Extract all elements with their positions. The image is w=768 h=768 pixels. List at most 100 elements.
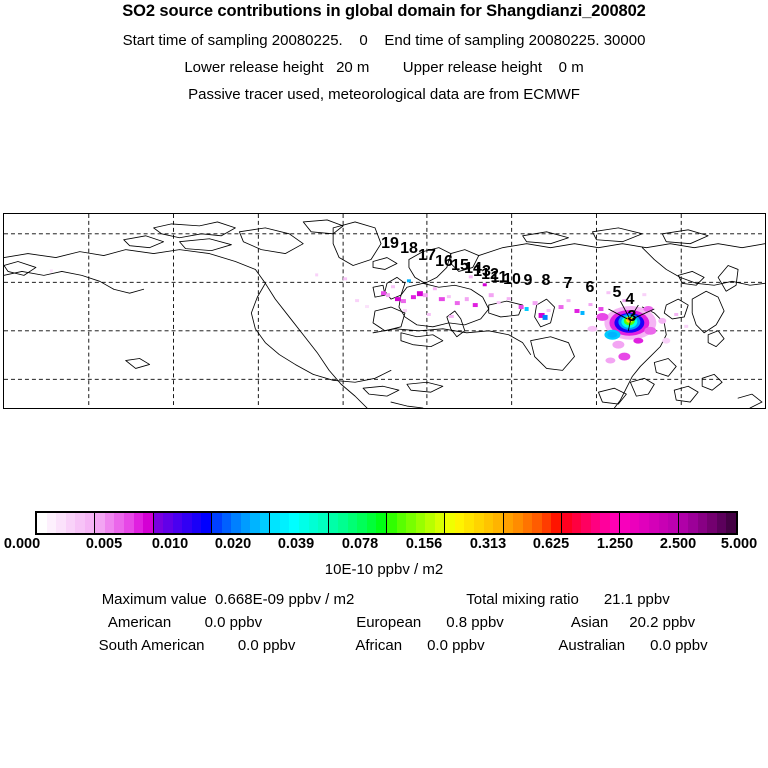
colorbar-cell <box>396 513 407 533</box>
colorbar-tick-2: 0.010 <box>151 536 189 552</box>
stats-row-maximum: Maximum value 0.668E-09 ppbv / m2 Total m… <box>0 591 768 614</box>
colorbar-segment-5 <box>328 513 387 533</box>
colorbar-cell <box>716 513 727 533</box>
colorbar-cell <box>454 513 465 533</box>
colorbar-cell <box>289 513 299 533</box>
colorbar-cell <box>376 513 387 533</box>
colorbar-cell <box>678 513 689 533</box>
trajectory-label-9: 9 <box>523 272 533 289</box>
colorbar-cell <box>600 513 610 533</box>
colorbar-tick-9: 1.250 <box>596 536 634 552</box>
colorbar-segment-3 <box>211 513 271 533</box>
trajectory-label-14: 14 <box>464 260 482 277</box>
plume-europe <box>49 269 478 318</box>
colorbar-cell <box>84 513 95 533</box>
colorbar-cell <box>347 513 358 533</box>
graticule <box>4 214 765 408</box>
colorbar-cell <box>561 513 572 533</box>
stats-cell: Maximum value 0.668E-09 ppbv / m2 <box>101 591 355 608</box>
colorbar-cell <box>503 513 514 533</box>
colorbar-cell <box>648 513 659 533</box>
colorbar-cell <box>279 513 290 533</box>
colorbar-cell <box>65 513 76 533</box>
coastlines <box>4 219 765 408</box>
colorbar-cell <box>75 513 85 533</box>
colorbar-cell <box>386 513 397 533</box>
colorbar-cell <box>609 513 620 533</box>
colorbar-cell <box>697 513 708 533</box>
trajectory-lines <box>608 300 655 331</box>
colorbar-cell <box>172 513 183 533</box>
colorbar-cell <box>639 513 649 533</box>
colorbar-cell <box>259 513 270 533</box>
statistics-footer: Maximum value 0.668E-09 ppbv / m2 Total m… <box>0 591 768 660</box>
colorbar-cell <box>483 513 494 533</box>
colorbar-cell <box>328 513 339 533</box>
colorbar-cell <box>688 513 698 533</box>
plume-asia-corridor <box>468 275 647 320</box>
colorbar-tick-1: 0.005 <box>85 536 123 552</box>
colorbar-cell <box>124 513 134 533</box>
colorbar-cell <box>415 513 426 533</box>
colorbar-cell <box>95 513 105 533</box>
colorbar-cell <box>211 513 222 533</box>
colorbar-tick-8: 0.625 <box>532 536 570 552</box>
colorbar-cell <box>629 513 640 533</box>
colorbar-segment-8 <box>503 513 562 533</box>
colorbar-cell <box>445 513 455 533</box>
plume-hotspot <box>587 306 689 364</box>
stats-cell: Asian 20.2 ppbv <box>570 614 696 631</box>
colorbar-tick-7: 0.313 <box>469 536 507 552</box>
trajectory-label-10: 10 <box>503 271 521 288</box>
page-title: SO2 source contributions in global domai… <box>122 2 646 20</box>
colorbar-cell <box>338 513 348 533</box>
trajectory-label-3: 3 <box>627 308 637 325</box>
tracer-info-line: Passive tracer used, meteorological data… <box>188 86 580 103</box>
colorbar-cell <box>406 513 416 533</box>
colorbar-segment-10 <box>620 513 679 533</box>
colorbar-cell <box>250 513 260 533</box>
stats-row-regions-2: South American 0.0 ppbv African 0.0 ppbv A… <box>0 637 768 660</box>
colorbar-cell <box>318 513 328 533</box>
colorbar-cell <box>620 513 630 533</box>
colorbar-cell <box>658 513 669 533</box>
trajectory-label-8: 8 <box>541 272 551 289</box>
colorbar-segment-2 <box>153 513 212 533</box>
colorbar-cell <box>726 513 736 533</box>
stats-cell: American 0.0 ppbv <box>107 614 263 631</box>
stats-cell: African 0.0 ppbv <box>355 637 485 654</box>
colorbar-cell <box>191 513 202 533</box>
colorbar-tick-10: 2.500 <box>659 536 697 552</box>
colorbar-segment-0 <box>37 513 96 533</box>
stats-cell: Total mixing ratio 21.1 ppbv <box>466 591 670 608</box>
stats-cell: South American 0.0 ppbv <box>98 637 296 654</box>
colorbar-cell <box>133 513 144 533</box>
colorbar-cell <box>182 513 192 533</box>
trajectory-label-11: 11 <box>490 269 508 286</box>
stats-cell: Australian 0.0 ppbv <box>558 637 708 654</box>
trajectory-label-4: 4 <box>625 291 635 308</box>
colorbar-tick-4: 0.039 <box>277 536 315 552</box>
colorbar-cell <box>513 513 523 533</box>
colorbar-cell <box>425 513 435 533</box>
colorbar-cell <box>366 513 377 533</box>
colorbar-cell <box>522 513 533 533</box>
colorbar-cell <box>153 513 164 533</box>
colorbar-cell <box>357 513 367 533</box>
colorbar-cell <box>46 513 57 533</box>
stats-cell: European 0.8 ppbv <box>356 614 504 631</box>
colorbar-cell <box>308 513 319 533</box>
colorbar-cell <box>668 513 678 533</box>
sampling-times-line: Start time of sampling 20080225. 0 End t… <box>122 32 646 49</box>
colorbar-tick-0: 0.000 <box>3 536 41 552</box>
colorbar-tick-6: 0.156 <box>405 536 443 552</box>
world-map-plot: 19 18 17 16 15 14 13 12 11 10 9 8 7 6 5 4 3 <box>3 213 766 409</box>
colorbar-cell <box>581 513 591 533</box>
colorbar-cell <box>541 513 552 533</box>
trajectory-label-18: 18 <box>400 240 418 257</box>
colorbar-gradient-strip <box>35 511 738 535</box>
colorbar-cell <box>571 513 582 533</box>
colorbar-cell <box>37 513 47 533</box>
colorbar-segment-7 <box>445 513 504 533</box>
colorbar-cell <box>434 513 445 533</box>
